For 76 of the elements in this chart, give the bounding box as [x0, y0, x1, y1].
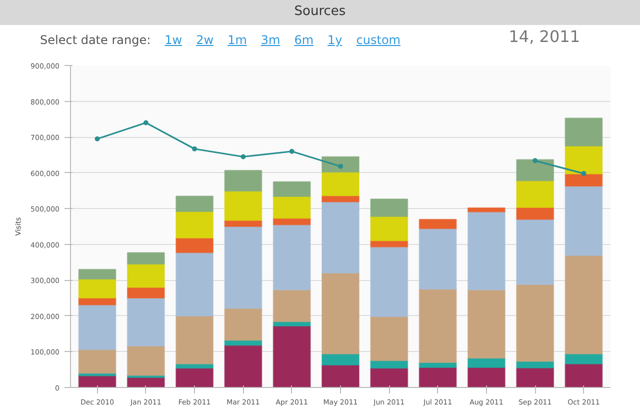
bar	[516, 207, 554, 220]
chart-title: Sources	[0, 0, 640, 25]
bar	[322, 201, 360, 274]
bar	[370, 316, 408, 362]
bar	[467, 358, 506, 368]
point	[532, 158, 538, 164]
bar	[516, 159, 554, 182]
bar	[516, 367, 554, 388]
point	[581, 171, 586, 176]
bar	[224, 190, 262, 221]
bar	[418, 366, 457, 388]
bar	[126, 252, 165, 265]
bar	[272, 196, 311, 219]
bar	[272, 181, 311, 197]
bar	[322, 195, 360, 202]
bar	[176, 196, 214, 212]
bar	[564, 363, 603, 388]
bar	[516, 180, 554, 208]
bar	[467, 289, 506, 359]
bar	[564, 118, 603, 146]
point	[289, 148, 294, 154]
bar	[78, 304, 116, 350]
bar	[322, 172, 360, 196]
bar	[370, 368, 408, 388]
point	[94, 136, 100, 142]
bar	[176, 210, 214, 238]
bar	[224, 226, 262, 309]
text: 1y	[328, 33, 342, 47]
bar	[322, 353, 360, 366]
bar	[564, 146, 603, 174]
bar	[516, 218, 554, 285]
bar	[370, 246, 408, 318]
bar	[126, 346, 165, 376]
bar	[272, 224, 311, 290]
bar	[78, 268, 116, 280]
bar	[176, 368, 214, 388]
text: 1m	[228, 33, 247, 47]
text: 1w	[164, 33, 182, 47]
bar	[370, 198, 408, 217]
bar	[322, 272, 360, 354]
bar	[126, 298, 165, 346]
bar	[564, 353, 603, 364]
bar	[418, 288, 457, 363]
bar	[564, 186, 603, 256]
bar	[176, 315, 214, 364]
bar	[176, 237, 214, 254]
bar	[272, 325, 311, 388]
bar	[224, 344, 262, 388]
bar	[322, 156, 360, 173]
bar	[467, 207, 506, 212]
text: 14, 2011	[508, 26, 580, 48]
bar	[176, 252, 214, 316]
point	[240, 154, 246, 160]
bar	[370, 216, 408, 242]
point	[143, 120, 148, 126]
bar	[418, 228, 457, 290]
text: 3m	[260, 33, 280, 47]
bar	[78, 349, 116, 374]
bar	[467, 211, 506, 290]
bar	[516, 284, 554, 362]
bar	[418, 218, 457, 230]
point	[338, 164, 343, 169]
bar	[126, 286, 165, 299]
text: 2w	[196, 33, 214, 47]
bar	[78, 278, 116, 299]
text: custom	[356, 33, 400, 47]
text: Select date range:	[40, 33, 151, 47]
bar	[224, 170, 262, 192]
bar	[272, 289, 311, 322]
bar	[564, 254, 603, 354]
bar	[126, 264, 165, 288]
bar	[467, 366, 506, 388]
text: 6m	[294, 33, 314, 47]
bar	[224, 308, 262, 341]
point	[192, 146, 198, 152]
bar	[322, 364, 360, 388]
